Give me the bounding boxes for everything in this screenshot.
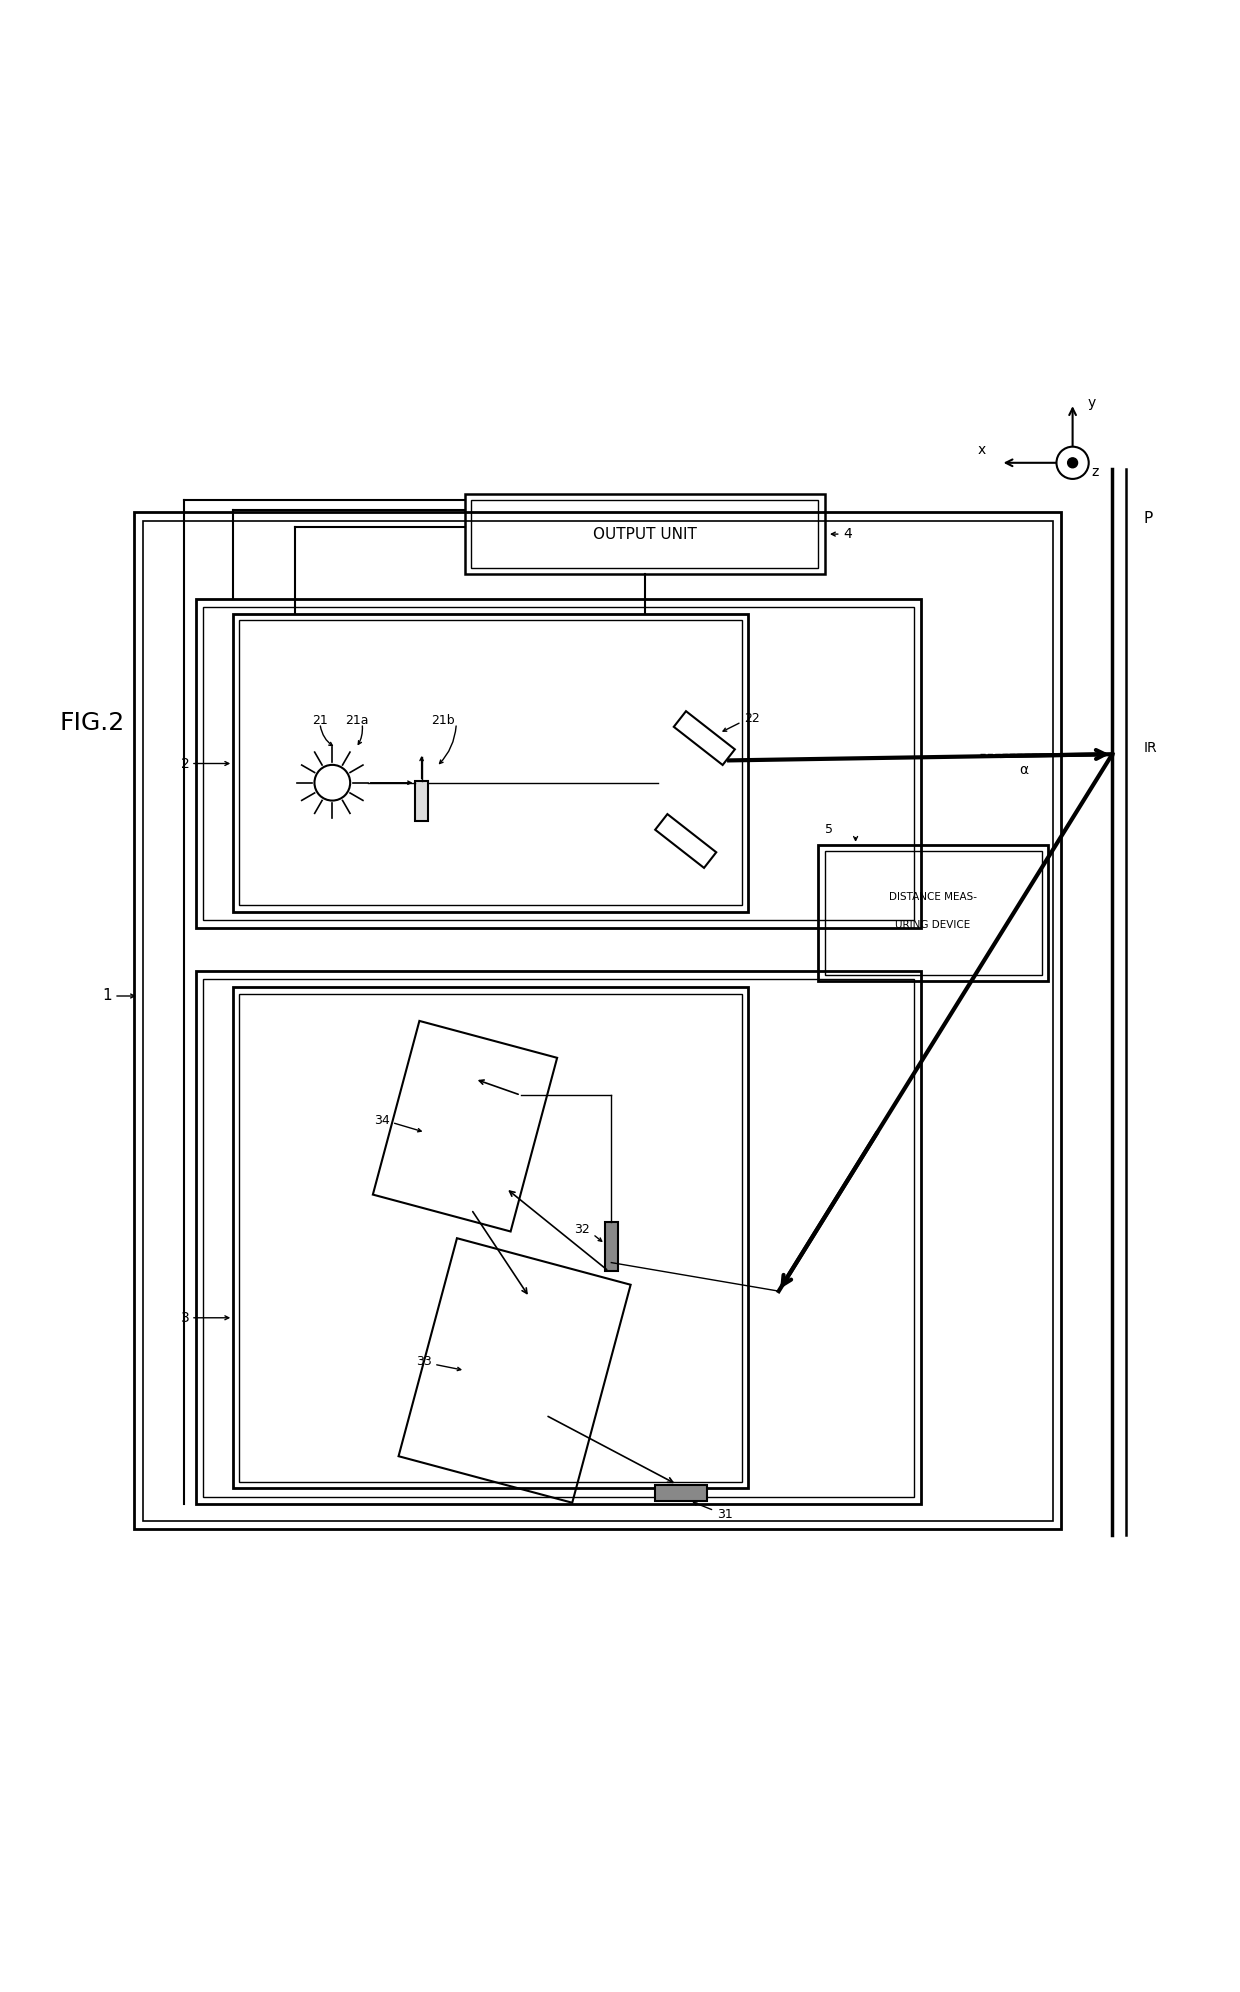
Bar bbox=[196, 600, 921, 928]
Text: 32: 32 bbox=[574, 1223, 590, 1235]
Text: 2: 2 bbox=[181, 757, 190, 771]
Circle shape bbox=[1068, 458, 1078, 468]
Text: 1: 1 bbox=[102, 988, 112, 1004]
Text: FIG.2: FIG.2 bbox=[60, 711, 125, 735]
Circle shape bbox=[315, 765, 350, 801]
Text: P: P bbox=[1143, 512, 1152, 526]
Bar bbox=[239, 994, 742, 1482]
Text: 4: 4 bbox=[843, 528, 852, 542]
Bar bbox=[415, 781, 428, 821]
Bar bbox=[143, 522, 1053, 1520]
Bar bbox=[655, 1484, 707, 1500]
Text: 21: 21 bbox=[312, 715, 329, 727]
Bar bbox=[203, 608, 914, 920]
Text: OUTPUT UNIT: OUTPUT UNIT bbox=[593, 526, 697, 542]
Text: 3: 3 bbox=[181, 1311, 190, 1325]
Text: DISTANCE MEAS-: DISTANCE MEAS- bbox=[889, 892, 977, 902]
Text: 21b: 21b bbox=[432, 715, 455, 727]
Bar bbox=[196, 972, 921, 1504]
Text: 34: 34 bbox=[373, 1114, 389, 1127]
Text: y: y bbox=[1087, 396, 1096, 410]
Bar bbox=[471, 500, 818, 568]
Text: x: x bbox=[977, 442, 986, 456]
Bar bbox=[825, 851, 1042, 974]
Text: 33: 33 bbox=[415, 1355, 432, 1369]
Bar bbox=[239, 620, 742, 906]
Text: z: z bbox=[1091, 466, 1099, 480]
Circle shape bbox=[1056, 446, 1089, 478]
Bar bbox=[605, 1221, 618, 1271]
Text: IR: IR bbox=[1143, 741, 1157, 755]
Text: α: α bbox=[1019, 763, 1028, 777]
Text: 5: 5 bbox=[825, 823, 832, 837]
Bar bbox=[465, 494, 825, 574]
Text: URING DEVICE: URING DEVICE bbox=[895, 920, 971, 930]
Text: 31: 31 bbox=[717, 1508, 733, 1520]
Text: 22: 22 bbox=[744, 711, 760, 725]
Bar bbox=[134, 512, 1061, 1530]
Bar bbox=[233, 988, 748, 1488]
Bar bbox=[233, 614, 748, 912]
Bar bbox=[818, 845, 1048, 982]
Bar bbox=[203, 978, 914, 1496]
Text: 21a: 21a bbox=[345, 715, 368, 727]
